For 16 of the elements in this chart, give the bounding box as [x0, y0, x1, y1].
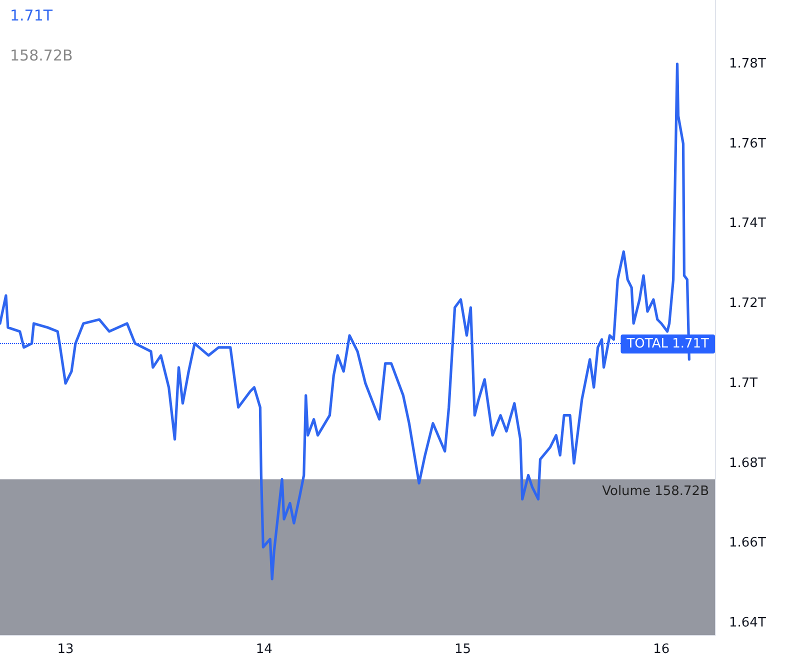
- x-tick-label: 15: [454, 642, 472, 657]
- y-tick-label: 1.76T: [729, 136, 766, 152]
- x-tick-label: 16: [653, 642, 670, 657]
- y-tick-label: 1.64T: [729, 616, 766, 631]
- y-tick-label: 1.74T: [729, 216, 766, 232]
- annotation: 158.72B: [10, 46, 73, 64]
- y-tick-label: 1.68T: [729, 456, 766, 471]
- ref-line-label: TOTAL 1.71T: [626, 336, 710, 352]
- annotation: 1.71T: [10, 6, 54, 24]
- y-tick-label: 1.78T: [729, 56, 766, 72]
- x-tick-label: 14: [256, 642, 272, 657]
- y-tick-label: 1.72T: [729, 296, 766, 312]
- band-label: Volume 158.72B: [602, 484, 709, 500]
- x-tick-label: 13: [57, 642, 74, 657]
- y-tick-label: 1.66T: [729, 536, 766, 551]
- y-tick-label: 1.7T: [729, 376, 758, 391]
